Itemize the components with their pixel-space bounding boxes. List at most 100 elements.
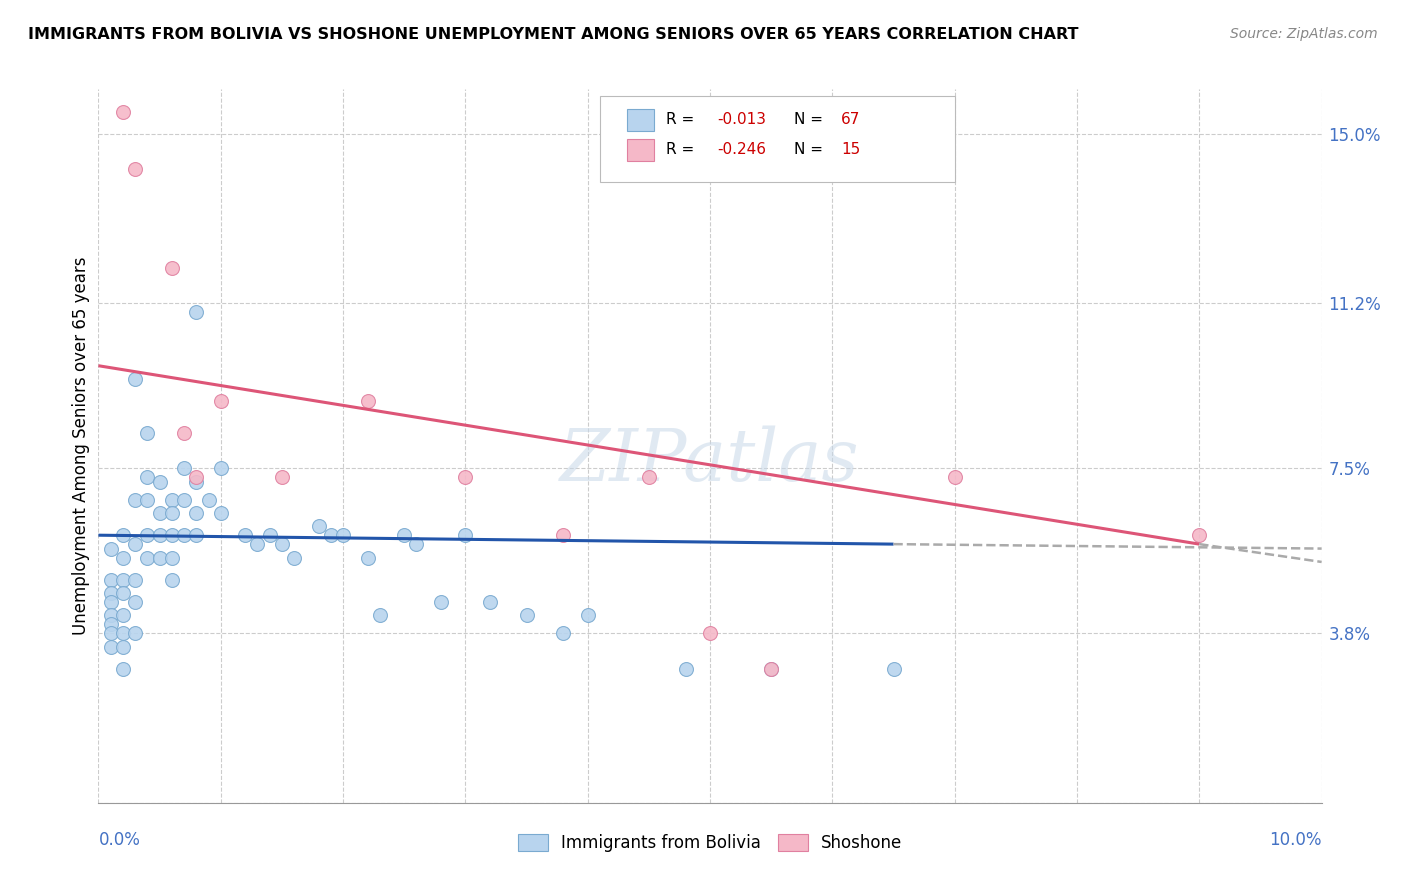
Point	[160, 573, 183, 587]
Point	[675, 662, 697, 676]
Point	[197, 492, 219, 507]
Point	[100, 617, 122, 632]
Point	[173, 528, 195, 542]
Point	[160, 260, 183, 275]
Point	[100, 626, 122, 640]
Point	[173, 492, 195, 507]
Point	[149, 506, 172, 520]
Text: N =: N =	[794, 142, 828, 157]
Point	[111, 550, 134, 565]
Point	[136, 528, 159, 542]
Point	[111, 608, 134, 623]
Point	[111, 104, 134, 119]
Point	[173, 425, 195, 440]
Point	[699, 626, 721, 640]
Point	[759, 662, 782, 676]
Text: 67: 67	[841, 112, 860, 127]
Point	[478, 595, 501, 609]
Point	[160, 506, 183, 520]
Point	[173, 461, 195, 475]
Point	[553, 626, 575, 640]
Point	[308, 519, 330, 533]
Point	[943, 470, 966, 484]
Point	[136, 550, 159, 565]
Text: 10.0%: 10.0%	[1270, 831, 1322, 849]
Point	[883, 662, 905, 676]
Point	[124, 162, 146, 177]
Point	[160, 492, 183, 507]
Point	[186, 506, 208, 520]
Point	[136, 425, 159, 440]
Text: Source: ZipAtlas.com: Source: ZipAtlas.com	[1230, 27, 1378, 41]
Point	[405, 537, 427, 551]
Text: ZIPatlas: ZIPatlas	[560, 425, 860, 496]
Point	[100, 640, 122, 654]
Point	[124, 372, 146, 386]
FancyBboxPatch shape	[600, 96, 955, 182]
Text: -0.013: -0.013	[717, 112, 766, 127]
Point	[259, 528, 281, 542]
Point	[516, 608, 538, 623]
Point	[186, 475, 208, 489]
Point	[270, 537, 292, 551]
Point	[332, 528, 354, 542]
Text: 0.0%: 0.0%	[98, 831, 141, 849]
Point	[186, 305, 208, 319]
Text: R =: R =	[666, 112, 699, 127]
Point	[759, 662, 782, 676]
Point	[1188, 528, 1211, 542]
Text: -0.246: -0.246	[717, 142, 766, 157]
Text: N =: N =	[794, 112, 828, 127]
Point	[356, 394, 378, 409]
Point	[111, 573, 134, 587]
Point	[270, 470, 292, 484]
Point	[160, 550, 183, 565]
Point	[246, 537, 269, 551]
Point	[100, 595, 122, 609]
Point	[111, 528, 134, 542]
Point	[124, 595, 146, 609]
Point	[124, 626, 146, 640]
Point	[124, 573, 146, 587]
Y-axis label: Unemployment Among Seniors over 65 years: Unemployment Among Seniors over 65 years	[72, 257, 90, 635]
Point	[368, 608, 391, 623]
Point	[124, 537, 146, 551]
Point	[111, 626, 134, 640]
Point	[637, 470, 661, 484]
Text: R =: R =	[666, 142, 699, 157]
Point	[553, 528, 575, 542]
Text: IMMIGRANTS FROM BOLIVIA VS SHOSHONE UNEMPLOYMENT AMONG SENIORS OVER 65 YEARS COR: IMMIGRANTS FROM BOLIVIA VS SHOSHONE UNEM…	[28, 27, 1078, 42]
Point	[186, 528, 208, 542]
Point	[100, 541, 122, 556]
Point	[111, 640, 134, 654]
Text: 15: 15	[841, 142, 860, 157]
Point	[209, 461, 232, 475]
Point	[149, 528, 172, 542]
Point	[100, 608, 122, 623]
Point	[283, 550, 305, 565]
Point	[392, 528, 416, 542]
Point	[233, 528, 256, 542]
Point	[111, 586, 134, 600]
Legend: Immigrants from Bolivia, Shoshone: Immigrants from Bolivia, Shoshone	[512, 827, 908, 859]
Point	[454, 528, 477, 542]
Point	[136, 492, 159, 507]
Point	[136, 470, 159, 484]
Point	[319, 528, 342, 542]
Point	[209, 394, 232, 409]
Point	[160, 528, 183, 542]
FancyBboxPatch shape	[627, 139, 654, 161]
FancyBboxPatch shape	[627, 109, 654, 130]
Point	[209, 506, 232, 520]
Point	[356, 550, 378, 565]
Point	[100, 573, 122, 587]
Point	[186, 470, 208, 484]
Point	[576, 608, 599, 623]
Point	[149, 475, 172, 489]
Point	[454, 470, 477, 484]
Point	[111, 662, 134, 676]
Point	[430, 595, 453, 609]
Point	[149, 550, 172, 565]
Point	[124, 492, 146, 507]
Point	[100, 586, 122, 600]
